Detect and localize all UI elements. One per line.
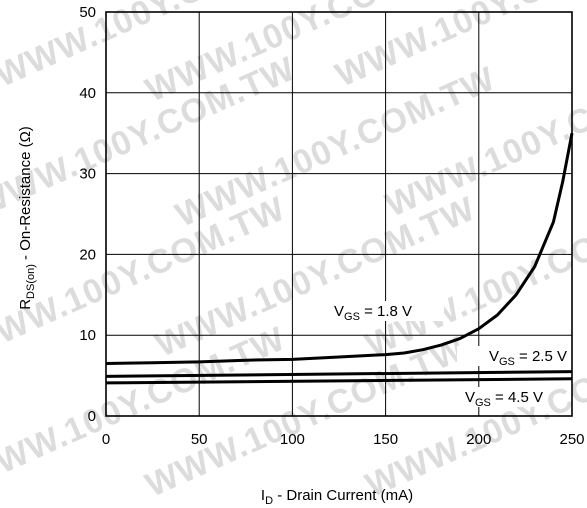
series-label-background bbox=[433, 387, 545, 407]
x-tick-label: 100 bbox=[280, 431, 305, 448]
y-axis-label: RDS(on) - On-Resistance (Ω) bbox=[17, 126, 37, 310]
plot-frame bbox=[105, 11, 573, 417]
series-label: VGS = 4.5 V bbox=[465, 389, 543, 409]
y-tick-labels: 0 10 20 30 40 50 bbox=[79, 4, 96, 425]
series-labels: VGS = 1.8 V VGS = 2.5 V VGS = 4.5 V bbox=[332, 301, 569, 409]
series-label-background bbox=[332, 301, 444, 321]
y-tick-label: 20 bbox=[79, 246, 96, 263]
x-tick-label: 0 bbox=[102, 431, 110, 448]
y-tick-label: 50 bbox=[79, 4, 96, 21]
x-axis-label: ID - Drain Current (mA) bbox=[261, 487, 413, 507]
series-label: VGS = 2.5 V bbox=[489, 348, 567, 368]
series-label: VGS = 1.8 V bbox=[334, 303, 412, 323]
series-layer bbox=[105, 132, 574, 385]
series-line bbox=[105, 370, 573, 378]
x-tick-label: 250 bbox=[559, 431, 584, 448]
x-tick-label: 50 bbox=[191, 431, 208, 448]
x-tick-labels: 0 50 100 150 200 250 bbox=[102, 431, 585, 448]
y-tick-label: 30 bbox=[79, 166, 96, 183]
y-tick-label: 40 bbox=[79, 85, 96, 102]
series-line bbox=[105, 132, 574, 365]
y-tick-label: 10 bbox=[79, 327, 96, 344]
x-tick-label: 200 bbox=[466, 431, 491, 448]
y-tick-label: 0 bbox=[88, 408, 96, 425]
x-tick-label: 150 bbox=[373, 431, 398, 448]
series-line bbox=[105, 377, 573, 385]
series-label-background bbox=[457, 346, 569, 366]
